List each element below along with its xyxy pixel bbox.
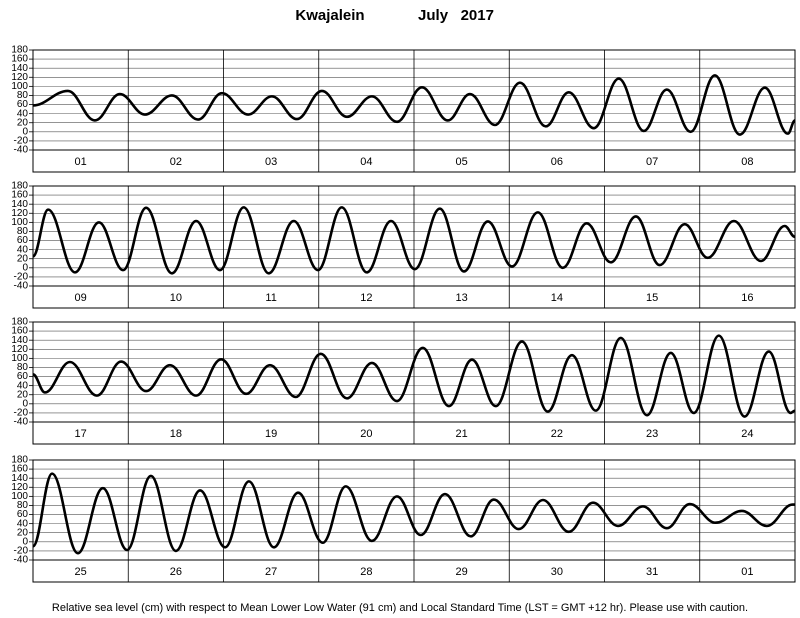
panel-frame (32, 459, 796, 583)
y-tick-label: -20 (14, 272, 29, 283)
y-tick-label: 180 (11, 455, 28, 466)
y-tick-label: 100 (11, 353, 28, 364)
panel-frame (32, 321, 796, 445)
day-label: 01 (741, 566, 753, 578)
y-tick-label: 80 (17, 500, 29, 511)
y-tick-label: 20 (17, 117, 29, 128)
y-tick-label: 80 (17, 90, 29, 101)
station-title: Kwajalein (295, 7, 364, 24)
day-label: 07 (646, 156, 658, 168)
day-label: 11 (265, 292, 276, 304)
y-tick-label: 140 (11, 335, 28, 346)
y-tick-label: 120 (11, 208, 28, 219)
day-label: 18 (170, 428, 182, 440)
day-label: 17 (75, 428, 87, 440)
footnote: Relative sea level (cm) with respect to … (52, 602, 748, 614)
y-tick-label: -40 (14, 281, 29, 292)
y-tick-label: 160 (11, 54, 28, 65)
panel-frame (32, 185, 796, 309)
y-tick-label: 180 (11, 181, 28, 192)
tide-line (32, 74, 796, 136)
y-tick-label: 140 (11, 199, 28, 210)
y-tick-label: 140 (11, 473, 28, 484)
tide-line (32, 334, 796, 418)
y-tick-label: -40 (14, 417, 29, 428)
y-tick-label: 160 (11, 190, 28, 201)
day-label: 24 (741, 428, 753, 440)
y-tick-label: 0 (22, 536, 28, 547)
day-label: 26 (170, 566, 182, 578)
y-tick-label: 40 (17, 244, 29, 255)
day-label: 25 (75, 566, 87, 578)
day-label: 14 (551, 292, 563, 304)
day-label: 15 (646, 292, 658, 304)
day-label: 28 (360, 566, 372, 578)
y-tick-label: 80 (17, 362, 29, 373)
y-tick-label: 80 (17, 226, 29, 237)
y-tick-label: -40 (14, 145, 29, 156)
y-tick-label: 140 (11, 63, 28, 74)
y-tick-label: 160 (11, 326, 28, 337)
day-label: 22 (551, 428, 563, 440)
period-title: July 2017 (418, 7, 494, 24)
day-label: 12 (360, 292, 372, 304)
y-tick-label: 100 (11, 217, 28, 228)
tide-line (31, 472, 795, 555)
day-label: 19 (265, 428, 277, 440)
y-tick-label: 0 (22, 262, 28, 273)
day-label: 04 (360, 156, 372, 168)
day-label: 13 (456, 292, 468, 304)
day-label: 03 (265, 156, 277, 168)
y-tick-label: 100 (11, 491, 28, 502)
day-label: 10 (170, 292, 182, 304)
y-tick-label: 120 (11, 482, 28, 493)
day-label: 09 (75, 292, 87, 304)
y-tick-label: 40 (17, 518, 29, 529)
day-label: 31 (646, 566, 658, 578)
y-tick-label: 100 (11, 81, 28, 92)
day-label: 30 (551, 566, 563, 578)
y-tick-label: 120 (11, 72, 28, 83)
y-tick-label: 40 (17, 380, 29, 391)
y-tick-label: 0 (22, 398, 28, 409)
y-tick-label: 60 (17, 99, 29, 110)
y-tick-label: 40 (17, 108, 29, 119)
day-label: 27 (265, 566, 277, 578)
day-label: 20 (360, 428, 372, 440)
day-label: 06 (551, 156, 563, 168)
day-label: 01 (75, 156, 87, 168)
day-label: 16 (741, 292, 753, 304)
y-tick-label: -20 (14, 136, 29, 147)
y-tick-label: 20 (17, 527, 29, 538)
tide-line (31, 206, 796, 275)
y-tick-label: -20 (14, 546, 29, 557)
y-tick-label: 0 (22, 126, 28, 137)
day-label: 08 (741, 156, 753, 168)
panel-frame (32, 49, 796, 173)
y-tick-label: 120 (11, 344, 28, 355)
y-tick-label: 20 (17, 253, 29, 264)
y-tick-label: -40 (14, 555, 29, 566)
day-label: 05 (456, 156, 468, 168)
y-tick-label: 60 (17, 509, 29, 520)
y-tick-label: 20 (17, 389, 29, 400)
y-tick-label: 60 (17, 371, 29, 382)
day-label: 29 (456, 566, 468, 578)
day-label: 21 (456, 428, 468, 440)
day-label: 23 (646, 428, 658, 440)
y-tick-label: 60 (17, 235, 29, 246)
day-label: 02 (170, 156, 182, 168)
y-tick-label: 180 (11, 45, 28, 56)
y-tick-label: 180 (11, 317, 28, 328)
y-tick-label: -20 (14, 408, 29, 419)
y-tick-label: 160 (11, 464, 28, 475)
